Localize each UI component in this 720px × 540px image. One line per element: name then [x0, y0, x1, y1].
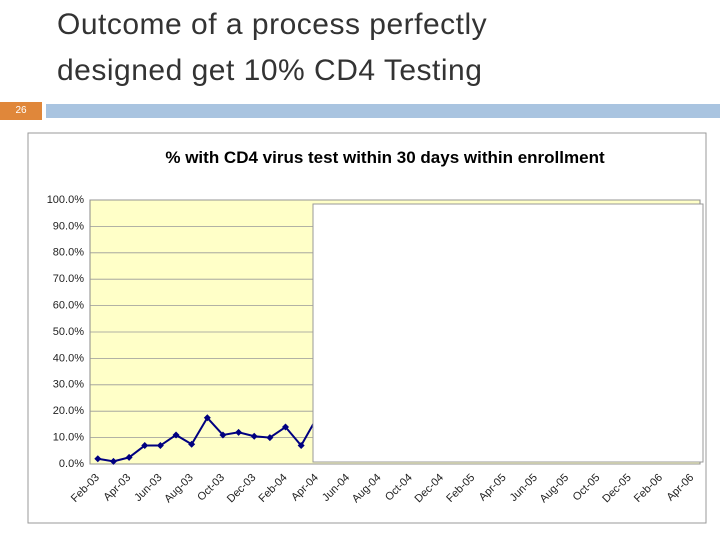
point — [125, 453, 133, 461]
y-tick-label: 60.0% — [53, 300, 84, 312]
y-tick-label: 50.0% — [53, 326, 84, 338]
y-tick-label: 70.0% — [53, 273, 84, 285]
y-tick-label: 0.0% — [59, 458, 84, 470]
y-tick-label: 100.0% — [47, 194, 85, 206]
point — [282, 423, 290, 431]
series-line — [97, 405, 334, 463]
point — [172, 431, 180, 439]
point — [297, 442, 305, 450]
y-tick-label: 30.0% — [53, 379, 84, 391]
chart-title: % with CD4 virus test within 30 days wit… — [165, 148, 605, 167]
point — [266, 434, 274, 442]
y-tick-label: 80.0% — [53, 247, 84, 259]
point — [141, 442, 149, 450]
point — [203, 414, 211, 422]
slide-title: Outcome of a process perfectly designed … — [57, 8, 488, 87]
point — [109, 457, 117, 465]
point — [235, 428, 243, 436]
point — [156, 442, 164, 450]
y-tick-label: 90.0% — [53, 220, 84, 232]
point — [250, 432, 258, 440]
y-tick-label: 40.0% — [53, 352, 84, 364]
header-bar — [46, 104, 720, 118]
point — [94, 455, 102, 463]
cover-box — [312, 203, 704, 463]
point — [188, 440, 196, 448]
slide-number: 26 — [0, 102, 42, 120]
point — [219, 431, 227, 439]
y-tick-label: 10.0% — [53, 432, 84, 444]
y-tick-label: 20.0% — [53, 405, 84, 417]
